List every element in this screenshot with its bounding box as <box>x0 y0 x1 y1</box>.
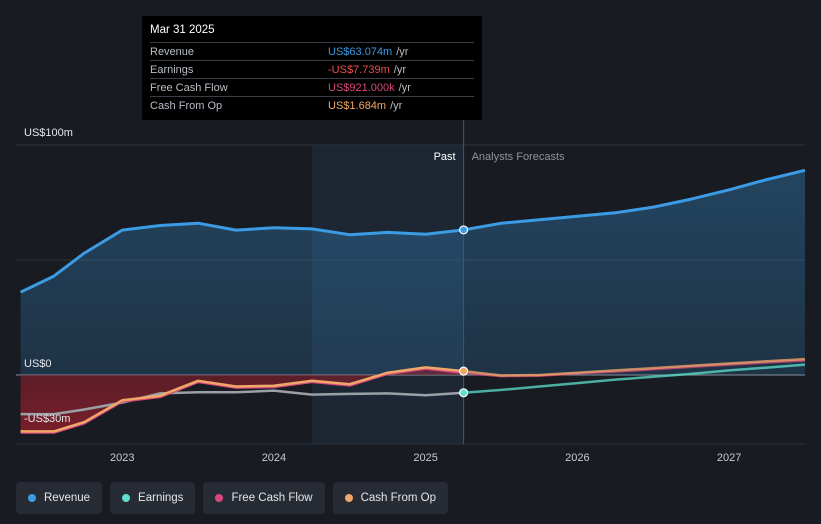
x-tick-label: 2025 <box>413 452 437 464</box>
revenue-line-past <box>19 221 464 294</box>
legend-item-earnings[interactable]: Earnings <box>110 482 196 514</box>
tooltip-value: US$63.074m <box>328 45 393 58</box>
tooltip-value: US$1.684m <box>328 99 387 112</box>
legend-item-fcf[interactable]: Free Cash Flow <box>203 482 325 514</box>
cfo-line-past <box>20 366 464 433</box>
y-axis-label-zero: US$0 <box>24 358 52 370</box>
legend-label: Revenue <box>44 492 91 504</box>
tooltip-label: Earnings <box>150 63 194 76</box>
tooltip-unit: /yr <box>398 81 411 94</box>
legend-label: Earnings <box>138 492 184 504</box>
revenue-area <box>20 170 806 375</box>
tooltip-value: -US$7.739m <box>328 63 390 76</box>
tooltip-label: Free Cash Flow <box>150 81 228 94</box>
x-tick-label: 2026 <box>565 452 589 464</box>
legend-dot-icon <box>122 494 131 502</box>
tooltip-unit: /yr <box>390 99 403 112</box>
earnings-point-marker <box>459 388 469 398</box>
legend-dot-icon <box>215 494 224 502</box>
earnings-line-forecast <box>463 363 806 395</box>
tooltip-unit: /yr <box>396 45 409 58</box>
legend-item-revenue[interactable]: Revenue <box>16 482 103 514</box>
tooltip-row-revenue: Revenue US$63.074m /yr <box>150 42 474 60</box>
revenue-line-forecast <box>463 168 806 232</box>
negative-cashflow-area <box>20 367 464 432</box>
tooltip-row-earnings: Earnings -US$7.739m /yr <box>150 60 474 78</box>
cfo-point-marker <box>459 366 469 376</box>
y-axis-label-bottom: -US$30m <box>24 413 70 425</box>
legend-dot-icon <box>344 494 353 502</box>
cfo-line-forecast <box>463 357 806 377</box>
earnings-line-past <box>20 389 464 416</box>
legend-label: Free Cash Flow <box>231 492 313 504</box>
x-tick-label: 2024 <box>262 452 286 464</box>
revenue-point-marker <box>459 225 469 235</box>
forecast-label: Analysts Forecasts <box>472 151 565 163</box>
y-axis-label-top: US$100m <box>24 127 73 139</box>
tooltip-row-cfo: Cash From Op US$1.684m /yr <box>150 96 474 114</box>
chart-legend: Revenue Earnings Free Cash Flow Cash Fro… <box>16 482 449 514</box>
tooltip-date: Mar 31 2025 <box>150 24 215 36</box>
legend-label: Cash From Op <box>360 492 437 504</box>
tooltip-label: Cash From Op <box>150 99 223 112</box>
tooltip-value: US$921.000k <box>328 81 395 94</box>
x-tick-label: 2023 <box>110 452 134 464</box>
past-label: Past <box>434 151 456 163</box>
tooltip-row-fcf: Free Cash Flow US$921.000k /yr <box>150 78 474 96</box>
legend-dot-icon <box>28 494 36 502</box>
x-tick-label: 2027 <box>717 452 741 464</box>
legend-item-cfo[interactable]: Cash From Op <box>332 482 449 514</box>
data-tooltip: Mar 31 2025 Revenue US$63.074m /yr Earni… <box>142 16 482 120</box>
tooltip-unit: /yr <box>393 63 406 76</box>
tooltip-label: Revenue <box>150 45 195 58</box>
